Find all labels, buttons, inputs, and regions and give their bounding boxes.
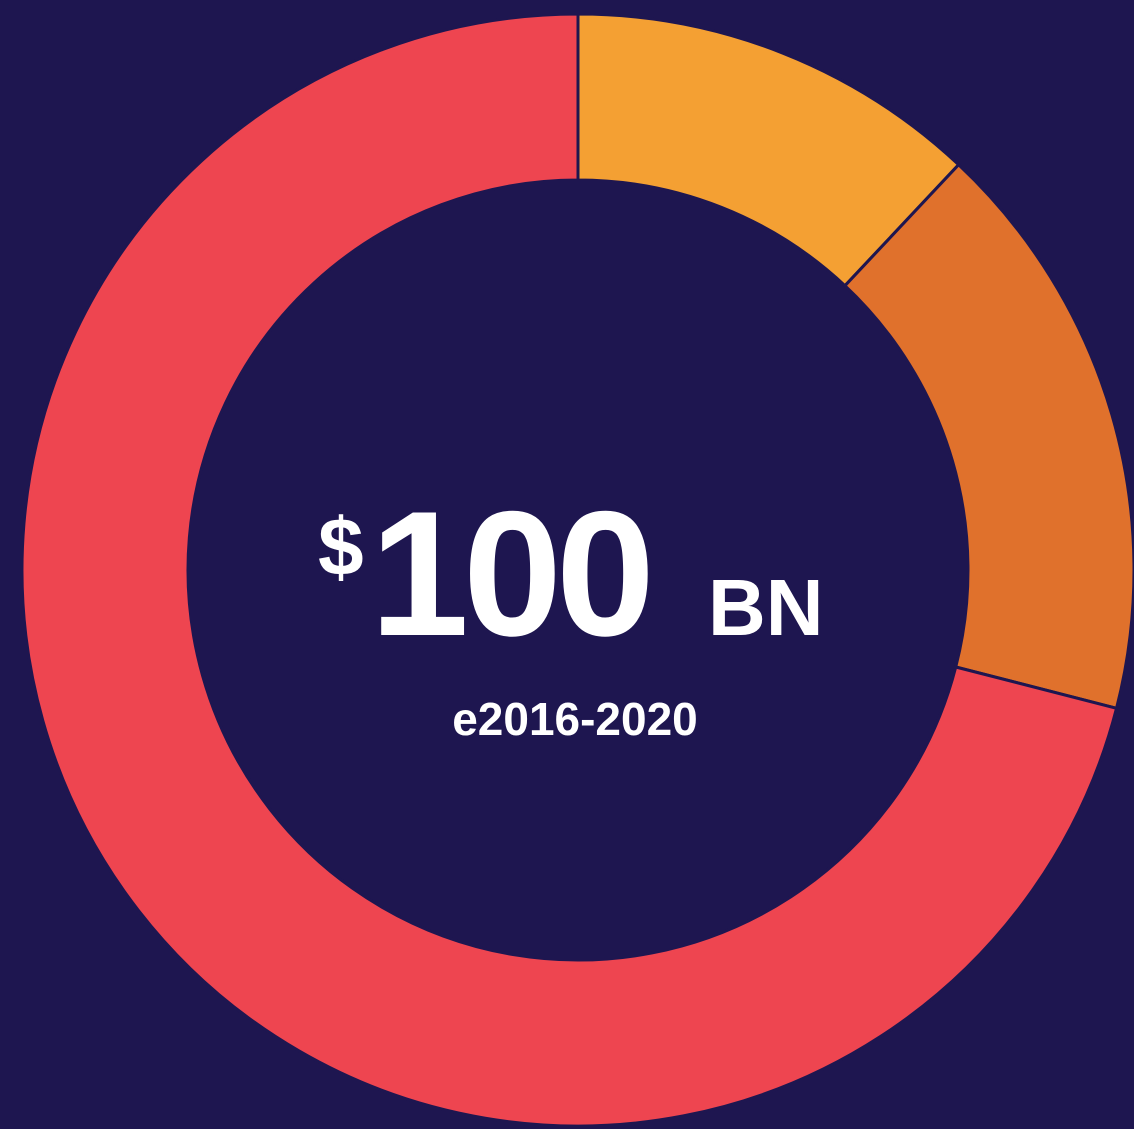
donut-slice xyxy=(842,162,1134,711)
center-unit: BN xyxy=(708,563,824,652)
donut-slice xyxy=(20,12,1119,1128)
currency-symbol: $ xyxy=(318,502,364,593)
center-subtitle: e2016-2020 xyxy=(452,693,698,745)
center-value: 100 xyxy=(370,474,649,673)
donut xyxy=(20,12,1134,1128)
